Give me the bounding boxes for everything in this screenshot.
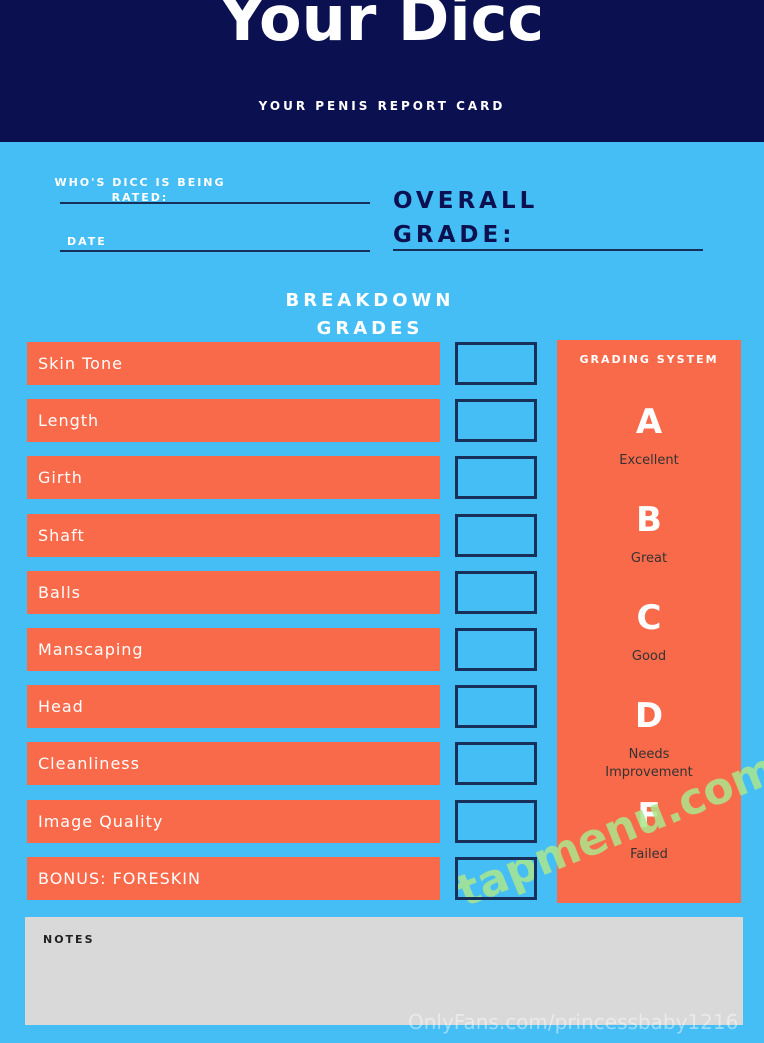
criterion: BONUS: FORESKIN xyxy=(27,856,440,900)
rated-line xyxy=(60,202,370,204)
criterion: Shaft xyxy=(27,513,440,557)
date-label: DATE xyxy=(67,235,107,248)
notes: NOTES xyxy=(25,917,743,1025)
breakdown-title: BREAKDOWN GRADES xyxy=(285,290,455,339)
grade-description: Great xyxy=(630,551,668,566)
notes-label: NOTES xyxy=(43,933,95,946)
criterion: Length xyxy=(27,399,440,443)
grade-box xyxy=(455,570,537,614)
grade-box xyxy=(455,742,537,786)
grading-system: GRADING SYSTEM A Excellent B Great C Good D Nee… xyxy=(557,340,741,903)
criterion: Balls xyxy=(27,570,440,614)
grade-letter: F xyxy=(637,796,661,836)
grade-letter: B xyxy=(636,500,662,540)
grade-letter: D xyxy=(634,696,664,736)
grade-box xyxy=(455,685,537,729)
grade-box xyxy=(455,342,537,385)
grade-description: Failed xyxy=(630,847,668,862)
grading-title: GRADING SYSTEM xyxy=(579,353,719,366)
title: Your Dicc xyxy=(219,0,545,55)
header: Your Dicc YOUR PENIS REPORT CARD xyxy=(0,0,764,142)
grade-description: Needs Improvement xyxy=(605,747,693,780)
grade-description: Excellent xyxy=(619,453,679,468)
criterion: Manscaping xyxy=(27,628,440,671)
criterion: Image Quality xyxy=(27,799,440,843)
criterion: Head xyxy=(27,685,440,729)
grade-letter: C xyxy=(636,598,662,638)
watermark: OnlyFans.com/princessbaby1216 xyxy=(408,1010,739,1034)
rated-label: WHO'S DICC IS BEING RATED: xyxy=(54,176,226,204)
criterion: Girth xyxy=(27,456,440,500)
criterion: Skin Tone xyxy=(27,342,440,385)
grade-box xyxy=(455,399,537,443)
criterion: Cleanliness xyxy=(27,742,440,786)
grade-description: Good xyxy=(631,649,667,664)
grade-line xyxy=(393,249,703,251)
grade-box xyxy=(455,628,537,671)
subtitle: YOUR PENIS REPORT CARD xyxy=(258,99,506,113)
overall-grade: OVERALL GRADE: xyxy=(393,188,539,248)
date-line xyxy=(60,250,370,252)
grade-box xyxy=(455,513,537,557)
grade-box xyxy=(455,456,537,500)
grade-box xyxy=(455,799,537,843)
grade-box xyxy=(455,856,537,900)
grade-letter: A xyxy=(635,402,663,442)
